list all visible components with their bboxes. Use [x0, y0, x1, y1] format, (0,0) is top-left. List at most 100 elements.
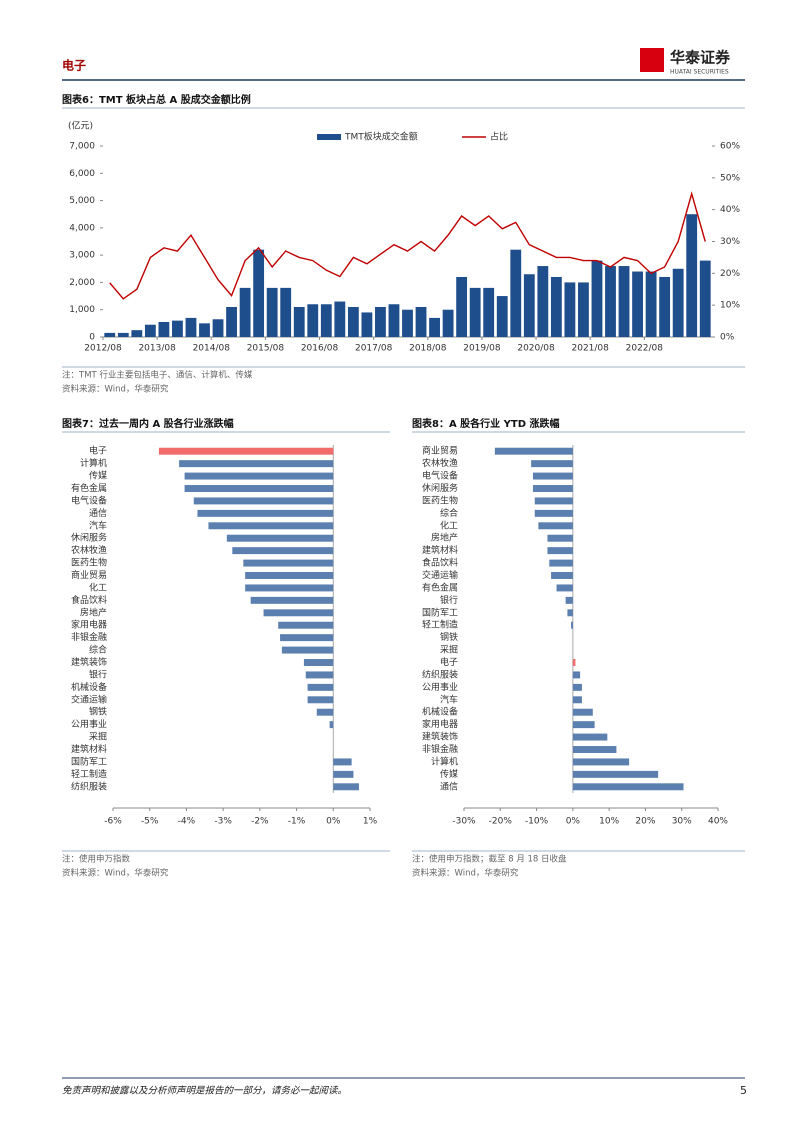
- note: 注：使用申万指数；截至 8 月 18 日收盘: [412, 854, 567, 865]
- category-label: 传媒: [440, 768, 458, 780]
- bar: [532, 485, 573, 492]
- bar: [571, 621, 573, 629]
- category-label: 通信: [440, 780, 458, 792]
- bar: [534, 497, 573, 505]
- bar: [572, 758, 630, 766]
- y2-tick-label: 50%: [720, 173, 740, 183]
- category-label: 非银金融: [71, 631, 107, 643]
- amount-bar: [578, 282, 589, 337]
- amount-bar: [537, 266, 549, 337]
- category-label: 银行: [89, 668, 107, 680]
- logo-en: HUATAI SECURITIES: [670, 69, 729, 76]
- category-label: 公用事业: [422, 681, 458, 693]
- category-label: 传媒: [89, 470, 107, 482]
- amount-bar: [375, 306, 386, 337]
- x-tick-label: 2019/08: [463, 344, 501, 354]
- amount-bar: [280, 287, 292, 337]
- x-tick-label: 2015/08: [247, 344, 285, 354]
- x-tick-label: 30%: [672, 817, 692, 827]
- amount-bar: [456, 276, 468, 337]
- bar: [193, 497, 334, 505]
- amount-bar: [212, 319, 224, 337]
- category-label: 电气设备: [71, 494, 107, 506]
- category-label: 非银金融: [422, 743, 458, 755]
- source: 资料来源：Wind，华泰研究: [412, 868, 519, 879]
- bar: [333, 770, 354, 778]
- legend-swatch: [317, 134, 341, 140]
- x-tick-label: -30%: [452, 817, 476, 827]
- y2-tick-label: 10%: [720, 301, 740, 311]
- x-tick-label: 2021/08: [572, 344, 610, 354]
- x-tick-label: -3%: [214, 817, 232, 827]
- amount-bar: [429, 317, 440, 337]
- x-tick-label: 40%: [708, 817, 728, 827]
- category-label: 机械设备: [422, 706, 458, 718]
- category-label: 建筑装饰: [422, 731, 458, 743]
- category-label: 化工: [440, 519, 458, 531]
- category-label: 国防军工: [422, 606, 458, 618]
- bar: [184, 472, 334, 480]
- category-label: 纺织服装: [71, 780, 107, 792]
- y-tick-label: 7,000: [69, 142, 95, 152]
- bar: [280, 634, 334, 642]
- amount-bar: [442, 309, 454, 337]
- bar: [197, 509, 334, 517]
- chart-title: 图表6：TMT 板块占总 A 股成交金额比例: [62, 93, 251, 106]
- y2-tick-label: 0%: [720, 333, 735, 343]
- x-tick-label: 2022/08: [626, 344, 664, 354]
- x-tick-label: 2014/08: [193, 344, 231, 354]
- amount-bar: [320, 304, 332, 337]
- amount-bar: [523, 274, 535, 337]
- bar: [316, 708, 334, 716]
- category-label: 建筑材料: [71, 743, 107, 755]
- disclaimer: 免责声明和披露以及分析师声明是报告的一部分，请务必一起阅读。: [62, 1085, 347, 1097]
- amount-bar: [158, 321, 170, 337]
- y-tick-label: 5,000: [69, 196, 95, 206]
- category-label: 钢铁: [89, 706, 107, 718]
- bar: [572, 696, 582, 704]
- amount-bar: [605, 266, 616, 337]
- y2-tick-label: 20%: [720, 269, 740, 279]
- category-label: 综合: [89, 644, 107, 656]
- page-number: 5: [740, 1084, 747, 1097]
- category-label: 轻工制造: [71, 768, 107, 780]
- category-label: 交通运输: [71, 693, 107, 705]
- bar: [243, 559, 334, 567]
- amount-bar: [672, 268, 684, 337]
- y2-tick-label: 30%: [720, 237, 740, 247]
- bar: [556, 584, 573, 592]
- category-label: 建筑材料: [422, 544, 458, 556]
- y-tick-label: 0: [89, 333, 95, 343]
- amount-bar: [510, 249, 522, 337]
- bar: [572, 659, 576, 666]
- amount-bar: [699, 260, 711, 337]
- logo-text: 华泰证券: [670, 49, 731, 67]
- bar: [572, 708, 593, 716]
- category-label: 有色金属: [71, 482, 107, 494]
- amount-bar: [307, 304, 319, 337]
- x-tick-label: -5%: [141, 817, 159, 827]
- bar: [572, 770, 659, 778]
- y-axis-label: (亿元): [68, 120, 93, 132]
- bar: [305, 671, 334, 679]
- bar: [226, 534, 334, 542]
- amount-bar: [659, 276, 671, 337]
- bar: [307, 683, 334, 691]
- category-label: 汽车: [440, 693, 458, 705]
- bar: [232, 547, 334, 555]
- category-label: 计算机: [431, 755, 458, 767]
- bar: [278, 621, 334, 629]
- category-label: 电子: [89, 445, 107, 457]
- amount-bar: [686, 214, 698, 337]
- category-label: 农林牧渔: [422, 457, 458, 469]
- bar: [534, 509, 573, 517]
- bar: [250, 596, 334, 604]
- category-label: 电气设备: [422, 470, 458, 482]
- x-tick-label: 20%: [635, 817, 655, 827]
- amount-bar: [632, 271, 643, 337]
- source: 资料来源：Wind，华泰研究: [62, 868, 169, 879]
- bar: [184, 485, 334, 492]
- bar: [572, 683, 582, 691]
- note: 注：使用申万指数: [62, 854, 131, 865]
